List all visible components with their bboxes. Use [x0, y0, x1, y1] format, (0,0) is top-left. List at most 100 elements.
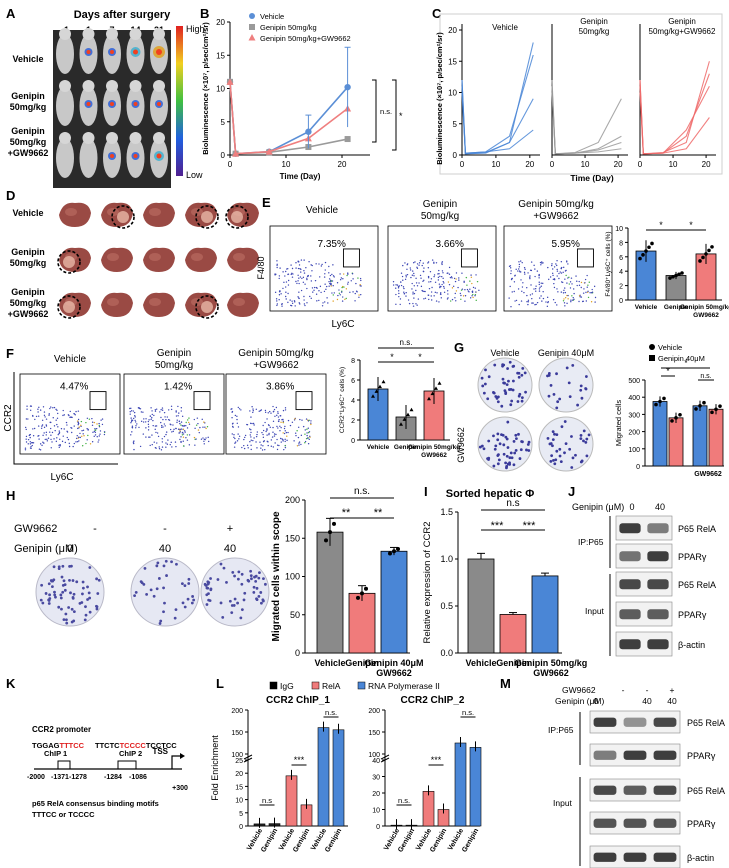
x-tick-label: Vehicle: [314, 658, 345, 668]
flow-event: [298, 264, 301, 266]
flow-event: [548, 278, 550, 281]
flow-event: [338, 292, 341, 294]
blot-band: [653, 818, 677, 828]
sig-label: n.s.: [325, 708, 337, 717]
flow-event: [542, 282, 544, 285]
y-tick-label: 0: [295, 648, 300, 658]
flow-event: [428, 298, 430, 301]
panel-letter-k: K: [6, 676, 16, 691]
flow-event: [41, 425, 43, 427]
migrated-cell: [159, 619, 163, 623]
flow-event: [343, 286, 345, 288]
migrated-cell: [567, 381, 571, 385]
sig-label: n.s.: [462, 708, 474, 717]
data-point: [680, 271, 684, 275]
row-label: +GW9662: [8, 309, 49, 319]
flow-event: [556, 264, 558, 267]
flow-event: [308, 260, 310, 263]
flow-event: [320, 291, 322, 294]
x-tick-label: GW9662: [693, 312, 719, 319]
flow-event: [291, 302, 294, 305]
flow-event: [300, 289, 303, 292]
flow-event: [182, 440, 184, 442]
flow-event: [556, 275, 558, 277]
flow-event: [540, 282, 542, 284]
flow-event: [428, 281, 430, 283]
x-tick-label: Genipin 50mg/kg: [680, 304, 729, 311]
legend-marker: [249, 13, 255, 19]
blot-band: [593, 717, 617, 727]
flow-event: [571, 283, 573, 285]
data-point: [344, 136, 351, 143]
x-tick-label: 0: [638, 160, 643, 169]
flow-event: [573, 292, 575, 295]
flow-event: [552, 268, 554, 270]
panel-g: G Vehicle Genipin 40μMGW96620100200300400…: [454, 340, 724, 478]
flow-event: [172, 430, 174, 433]
flow-event: [291, 272, 293, 275]
flow-event: [402, 286, 405, 288]
flow-event: [300, 259, 303, 261]
panel-letter-b: B: [200, 6, 209, 21]
flow-event: [87, 429, 89, 431]
migrated-cell: [87, 591, 91, 595]
flow-event: [165, 433, 167, 436]
flow-event: [321, 263, 323, 266]
flow-event: [302, 276, 305, 279]
bar: [499, 614, 527, 654]
flow-event: [321, 305, 324, 307]
flow-event: [412, 291, 414, 293]
migrated-cell: [558, 397, 562, 401]
flow-event: [298, 442, 300, 444]
flow-event: [279, 437, 282, 440]
flow-event: [310, 264, 312, 266]
flow-event: [98, 435, 100, 437]
flow-event: [405, 291, 407, 294]
flow-event: [306, 287, 308, 290]
panel-letter-h: H: [6, 488, 15, 503]
blot-band: [619, 609, 641, 620]
flow-event: [180, 428, 183, 430]
chip2-seq: TTCTCTCCCCTCCTCC: [95, 741, 177, 750]
flow-event: [41, 444, 43, 447]
tumor-nodule: [63, 256, 75, 268]
flow-event: [310, 422, 312, 424]
flow-event: [58, 444, 60, 446]
flow-event: [467, 290, 469, 292]
flow-event: [333, 276, 335, 278]
migrated-cell: [164, 559, 168, 563]
flow-event: [471, 295, 473, 297]
flow-event: [580, 286, 582, 289]
migrated-cell: [155, 587, 159, 591]
flow-event: [586, 274, 588, 277]
flow-event: [260, 447, 262, 449]
migrated-cell: [498, 442, 502, 446]
animal-line: [639, 61, 710, 155]
flow-event: [278, 418, 280, 421]
flow-event: [323, 290, 326, 293]
flow-event: [466, 288, 469, 291]
transwell-image: [538, 357, 594, 413]
sig-label: n.s: [506, 498, 519, 509]
liver-highlight: [149, 208, 161, 216]
flow-event: [475, 299, 477, 302]
flow-event: [58, 446, 60, 449]
flow-event: [60, 428, 63, 430]
axis-break: [380, 754, 390, 760]
flow-event: [252, 410, 254, 412]
flow-event: [338, 289, 340, 291]
flow-event: [553, 282, 555, 285]
motif-line2: TTTCC or TCCCC: [32, 810, 95, 819]
flow-event: [289, 299, 291, 301]
flow-event: [532, 302, 534, 304]
flow-event: [440, 292, 442, 294]
y-axis-label: Fold Enrichment: [210, 735, 220, 801]
row-label: Genipin: [11, 247, 45, 257]
flow-event: [207, 436, 209, 439]
migrated-cell: [560, 425, 564, 429]
flow-event: [538, 290, 541, 292]
flow-event: [204, 426, 206, 428]
flow-event: [158, 448, 161, 450]
flow-event: [464, 300, 466, 302]
flow-event: [327, 302, 329, 304]
